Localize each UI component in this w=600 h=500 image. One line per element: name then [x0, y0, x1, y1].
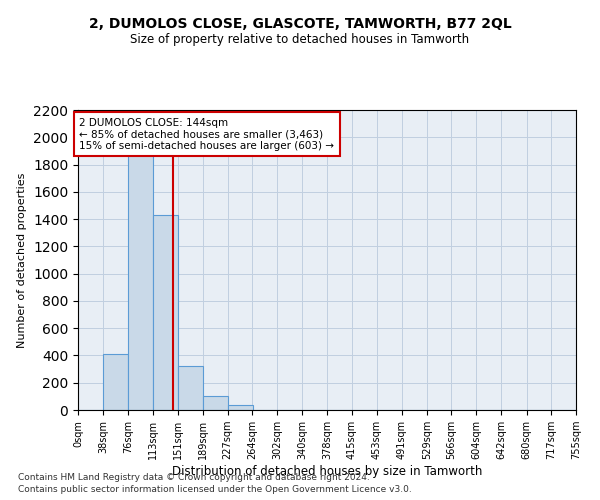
Text: Size of property relative to detached houses in Tamworth: Size of property relative to detached ho…	[130, 32, 470, 46]
X-axis label: Distribution of detached houses by size in Tamworth: Distribution of detached houses by size …	[172, 465, 482, 478]
Bar	[103, 354, 128, 410]
Bar	[178, 366, 203, 410]
Text: Contains HM Land Registry data © Crown copyright and database right 2024.: Contains HM Land Registry data © Crown c…	[18, 472, 370, 482]
Bar	[152, 215, 178, 410]
Bar	[203, 396, 228, 410]
Bar	[128, 144, 153, 410]
Text: 2 DUMOLOS CLOSE: 144sqm
← 85% of detached houses are smaller (3,463)
15% of semi: 2 DUMOLOS CLOSE: 144sqm ← 85% of detache…	[79, 118, 334, 150]
Text: Contains public sector information licensed under the Open Government Licence v3: Contains public sector information licen…	[18, 485, 412, 494]
Y-axis label: Number of detached properties: Number of detached properties	[17, 172, 28, 348]
Text: 2, DUMOLOS CLOSE, GLASCOTE, TAMWORTH, B77 2QL: 2, DUMOLOS CLOSE, GLASCOTE, TAMWORTH, B7…	[89, 18, 511, 32]
Bar	[228, 404, 253, 410]
